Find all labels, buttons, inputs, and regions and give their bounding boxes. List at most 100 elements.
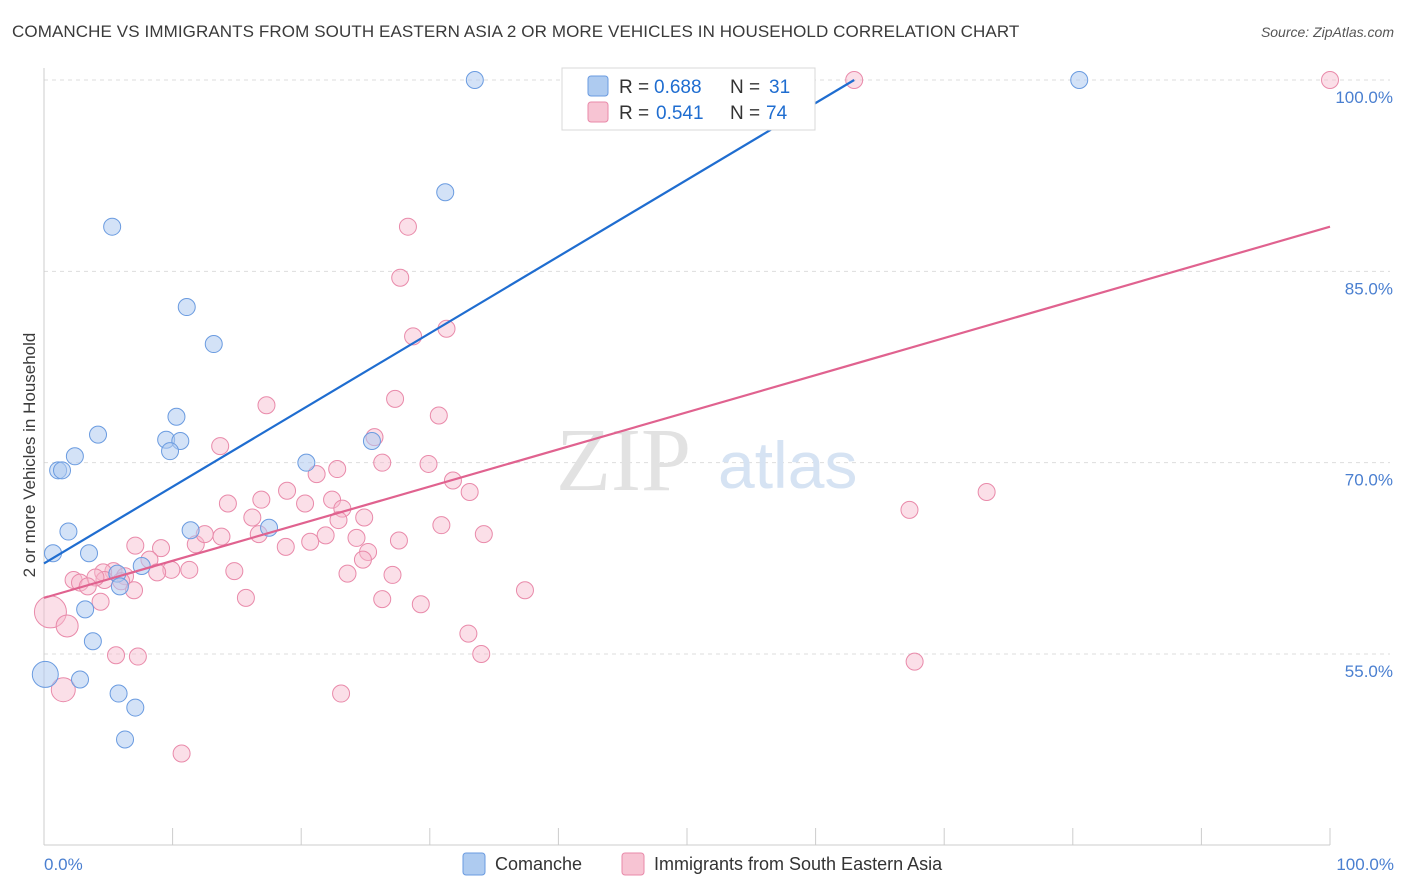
point-immigrants <box>236 588 255 607</box>
point-comanche <box>362 431 381 450</box>
point-immigrants <box>152 539 171 558</box>
point-comanche <box>109 684 128 703</box>
point-immigrants <box>373 590 392 609</box>
point-immigrants <box>432 516 451 535</box>
point-immigrants <box>307 465 326 484</box>
source-label: Source: ZipAtlas.com <box>1260 24 1394 40</box>
trend-line-comanche <box>43 79 855 565</box>
point-immigrants <box>218 494 237 513</box>
point-immigrants <box>126 536 145 555</box>
point-comanche <box>89 425 108 444</box>
point-immigrants <box>460 483 479 502</box>
point-comanche <box>53 461 72 480</box>
point-immigrants <box>386 389 405 408</box>
point-immigrants <box>332 684 351 703</box>
gridlines <box>44 79 1390 655</box>
point-comanche <box>1070 71 1089 89</box>
series-comanche-points <box>31 71 1089 749</box>
point-immigrants <box>383 565 402 584</box>
trend-lines <box>43 79 1331 599</box>
point-immigrants <box>419 454 438 473</box>
point-immigrants <box>977 483 996 502</box>
point-immigrants <box>276 537 295 556</box>
point-comanche <box>71 670 90 689</box>
point-immigrants <box>212 527 231 546</box>
point-immigrants <box>50 677 76 703</box>
bottom-legend-comanche: Comanche <box>495 854 582 874</box>
point-comanche <box>126 698 145 717</box>
legend-swatch-immigrants <box>587 101 609 123</box>
point-immigrants <box>353 550 372 569</box>
point-immigrants <box>472 645 491 663</box>
point-immigrants <box>55 614 79 638</box>
y-tick-label-55: 55.0% <box>1345 662 1393 681</box>
point-immigrants <box>91 592 110 611</box>
legend-n-label-immigrants: N = <box>730 103 760 124</box>
point-comanche <box>110 577 129 596</box>
y-tick-label-100: 100.0% <box>1335 88 1393 107</box>
legend-r-immigrants: 0.541 <box>656 103 704 124</box>
point-immigrants <box>389 531 408 550</box>
point-immigrants <box>107 646 126 665</box>
point-comanche <box>65 447 84 466</box>
point-immigrants <box>391 268 410 287</box>
point-comanche <box>31 660 59 688</box>
point-comanche <box>177 298 196 317</box>
y-tick-label-85: 85.0% <box>1345 279 1393 298</box>
point-immigrants <box>328 460 347 479</box>
x-tick-label-min: 0.0% <box>44 855 83 874</box>
legend-box: R = 0.688 N = 31 R = 0.541 N = 74 <box>561 67 816 131</box>
y-axis-label: 2 or more Vehicles in Household <box>20 333 39 578</box>
y-tick-label-70: 70.0% <box>1345 471 1393 490</box>
point-immigrants <box>172 744 191 763</box>
legend-r-label-immigrants: R = <box>619 103 649 124</box>
point-comanche <box>80 544 99 563</box>
point-immigrants <box>278 481 297 500</box>
point-comanche <box>161 442 180 461</box>
legend-r-comanche: 0.688 <box>654 77 702 98</box>
legend-swatch-comanche <box>587 75 609 97</box>
point-immigrants <box>905 652 924 671</box>
point-immigrants <box>347 528 366 547</box>
bottom-legend-immigrants: Immigrants from South Eastern Asia <box>654 854 943 874</box>
point-immigrants <box>180 560 199 579</box>
point-immigrants <box>148 563 167 582</box>
series-immigrants-points <box>33 71 1339 763</box>
point-comanche <box>76 600 95 619</box>
point-comanche <box>204 335 223 354</box>
point-immigrants <box>338 564 357 583</box>
x-tick-label-max: 100.0% <box>1336 855 1394 874</box>
point-immigrants <box>301 532 320 551</box>
point-immigrants <box>211 437 230 456</box>
legend-n-immigrants: 74 <box>766 103 788 124</box>
legend-r-label-comanche: R = <box>619 77 649 98</box>
point-immigrants <box>252 490 271 509</box>
chart-title: COMANCHE VS IMMIGRANTS FROM SOUTH EASTER… <box>12 22 1020 41</box>
point-comanche <box>59 522 78 541</box>
point-comanche <box>436 183 455 202</box>
point-immigrants <box>900 500 919 519</box>
point-immigrants <box>474 525 493 544</box>
y-tick-labels: 55.0% 70.0% 85.0% 100.0% <box>1335 88 1393 681</box>
trend-line-immigrants <box>43 225 1331 599</box>
point-immigrants <box>1321 71 1339 89</box>
bottom-legend-swatch-comanche <box>462 852 486 876</box>
legend-n-label-comanche: N = <box>730 77 760 98</box>
point-immigrants <box>373 453 392 472</box>
bottom-legend: Comanche Immigrants from South Eastern A… <box>462 852 943 876</box>
point-immigrants <box>398 217 417 236</box>
legend-n-comanche: 31 <box>769 77 790 98</box>
point-comanche <box>167 407 186 426</box>
point-comanche <box>465 71 484 89</box>
point-comanche <box>83 632 102 651</box>
bottom-legend-swatch-immigrants <box>621 852 645 876</box>
point-immigrants <box>128 647 147 666</box>
point-comanche <box>297 453 316 472</box>
point-immigrants <box>515 581 534 600</box>
point-immigrants <box>411 595 430 614</box>
watermark: ZIP atlas <box>556 411 857 510</box>
point-immigrants <box>323 490 342 509</box>
point-immigrants <box>355 508 374 527</box>
point-comanche <box>116 730 135 749</box>
